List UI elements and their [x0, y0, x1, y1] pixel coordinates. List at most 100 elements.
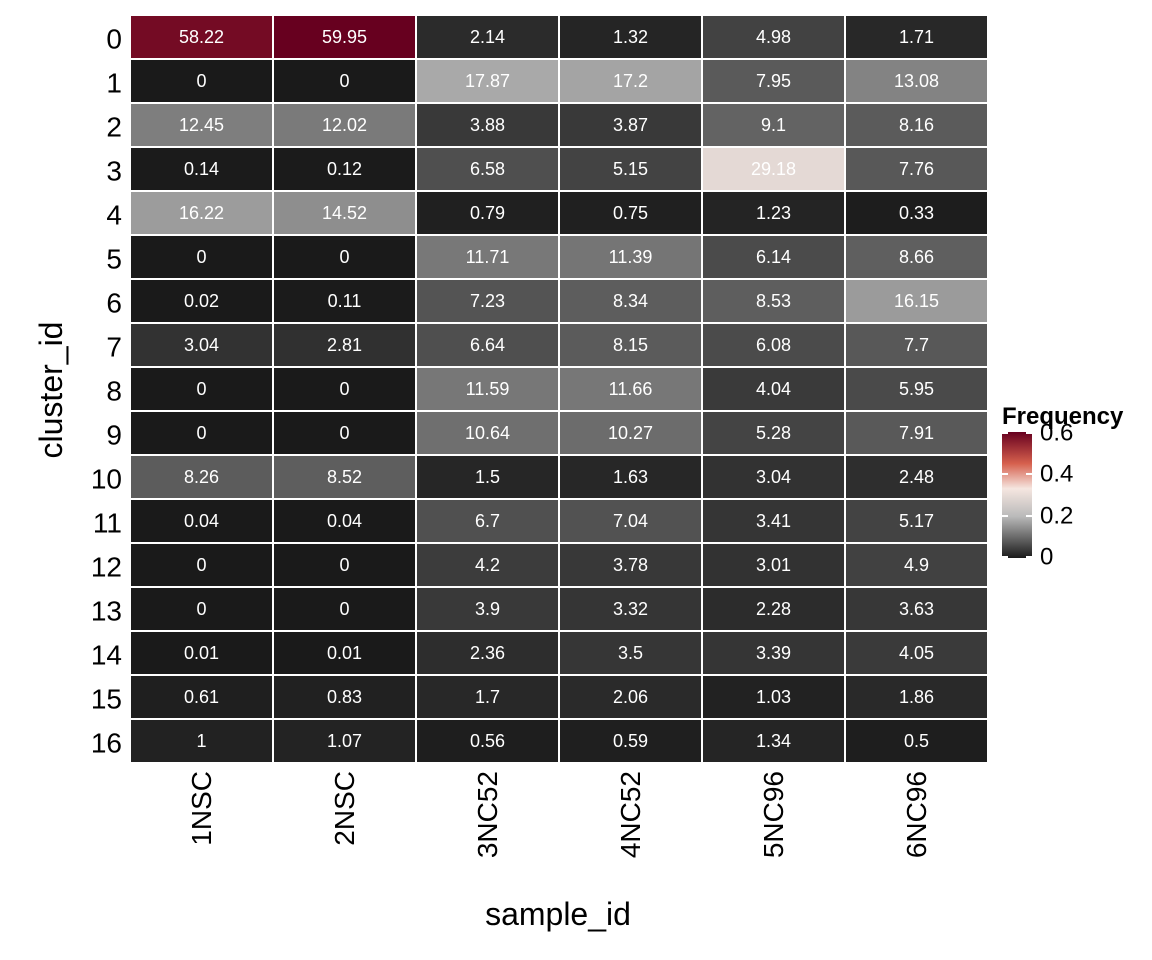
y-tick-label: 14 — [91, 640, 122, 671]
y-tick-label: 0 — [106, 24, 122, 55]
cell-value-label: 13.08 — [894, 71, 939, 91]
cell-value-label: 0.12 — [327, 159, 362, 179]
cell-value-label: 0.11 — [328, 291, 362, 311]
heatmap-cell — [415, 322, 560, 368]
heatmap-cell — [844, 278, 989, 324]
cell-value-label: 1.63 — [613, 467, 648, 487]
heatmap-cell — [701, 542, 846, 588]
legend-ticks: 0 0.2 0.4 0.6 — [1002, 420, 1073, 571]
heatmap-cell — [129, 586, 274, 632]
x-axis-title: sample_id — [485, 896, 631, 932]
cell-value-label: 7.91 — [899, 423, 934, 443]
heatmap-cell — [129, 674, 274, 720]
y-tick-label: 5 — [106, 244, 122, 275]
cell-value-label: 0.79 — [470, 203, 505, 223]
cell-value-label: 2.81 — [327, 335, 362, 355]
cell-value-label: 11.59 — [466, 379, 510, 399]
x-tick-label: 6NC96 — [901, 771, 932, 858]
heatmap-cell — [701, 366, 846, 412]
heatmap-cell — [844, 322, 989, 368]
cell-value-label: 6.08 — [756, 335, 791, 355]
heatmap-cell — [844, 190, 989, 236]
cell-value-label: 3.01 — [756, 555, 791, 575]
cell-value-label: 0 — [196, 71, 206, 91]
cell-value-label: 0.02 — [184, 291, 219, 311]
cell-value-label: 4.98 — [756, 27, 791, 47]
cell-value-label: 0 — [196, 555, 206, 575]
heatmap-cell — [129, 410, 274, 456]
heatmap-cell — [844, 366, 989, 412]
y-tick-label: 13 — [91, 596, 122, 627]
cell-value-label: 2.14 — [470, 27, 505, 47]
cell-value-label: 0 — [339, 599, 349, 619]
heatmap-cell — [272, 102, 417, 148]
heatmap-cell — [272, 14, 417, 60]
heatmap-cell — [415, 146, 560, 192]
cell-value-label: 8.52 — [327, 467, 362, 487]
cell-value-label: 0 — [339, 247, 349, 267]
cell-value-label: 1.03 — [756, 687, 791, 707]
y-tick-label: 15 — [91, 684, 122, 715]
heatmap-cell — [701, 410, 846, 456]
cell-value-label: 4.04 — [756, 379, 791, 399]
legend: Frequency 0 0.2 0.4 0.6 — [1002, 403, 1124, 571]
heatmap-cell — [844, 674, 989, 720]
heatmap-cell — [701, 190, 846, 236]
heatmap-cell — [415, 718, 560, 764]
heatmap-cell — [844, 542, 989, 588]
cell-value-label: 1.23 — [756, 203, 791, 223]
heatmap-cell — [701, 674, 846, 720]
heatmap-cell — [558, 322, 703, 368]
legend-tick-label: 0.6 — [1040, 420, 1073, 447]
y-tick-label: 6 — [106, 288, 122, 319]
y-tick-label: 4 — [106, 200, 122, 231]
heatmap-cell — [701, 102, 846, 148]
heatmap-cell — [129, 14, 274, 60]
cell-value-label: 17.2 — [613, 71, 648, 91]
legend-title: Frequency — [1002, 403, 1124, 430]
cell-value-label: 0.61 — [184, 687, 219, 707]
heatmap-cell — [272, 718, 417, 764]
heatmap-cell — [272, 366, 417, 412]
x-tick-labels: 1NSC 2NSC 3NC52 4NC52 5NC96 6NC96 — [186, 771, 932, 858]
legend-tick-label: 0 — [1040, 544, 1053, 571]
cell-value-label: 0 — [196, 379, 206, 399]
cell-value-label: 8.66 — [899, 247, 934, 267]
cell-value-label: 1.07 — [327, 731, 362, 751]
cell-value-label: 8.16 — [899, 115, 934, 135]
heatmap-cell — [129, 718, 274, 764]
cell-value-label: 0.04 — [327, 511, 362, 531]
heatmap-cell — [558, 102, 703, 148]
y-tick-label: 11 — [93, 508, 122, 539]
cell-value-label: 11.39 — [609, 247, 653, 267]
x-tick-label: 2NSC — [329, 771, 360, 846]
heatmap-cell — [844, 146, 989, 192]
cell-value-label: 8.34 — [613, 291, 648, 311]
heatmap-cell — [129, 366, 274, 412]
cell-value-label: 0 — [196, 599, 206, 619]
cell-value-label: 2.48 — [899, 467, 934, 487]
cell-value-label: 0 — [339, 555, 349, 575]
heatmap-cell — [844, 234, 989, 280]
cell-value-label: 3.04 — [756, 467, 791, 487]
cell-value-label: 10.64 — [465, 423, 510, 443]
cell-value-label: 3.5 — [618, 643, 643, 663]
heatmap-cell — [701, 630, 846, 676]
cell-value-label: 0.75 — [613, 203, 648, 223]
heatmap-cell — [272, 542, 417, 588]
heatmap-cell — [844, 58, 989, 104]
heatmap-cell — [272, 498, 417, 544]
heatmap-cell — [558, 58, 703, 104]
cell-value-label: 8.53 — [756, 291, 791, 311]
heatmap-cell — [272, 410, 417, 456]
cell-value-label: 3.04 — [184, 335, 219, 355]
cell-value-label: 1.71 — [899, 27, 934, 47]
cell-value-label: 0 — [196, 247, 206, 267]
cell-value-label: 7.7 — [904, 335, 929, 355]
cell-value-label: 8.26 — [184, 467, 219, 487]
y-tick-label: 16 — [91, 728, 122, 759]
cell-value-label: 29.18 — [751, 159, 796, 179]
cell-value-label: 16.22 — [179, 203, 224, 223]
cell-value-label: 5.28 — [756, 423, 791, 443]
